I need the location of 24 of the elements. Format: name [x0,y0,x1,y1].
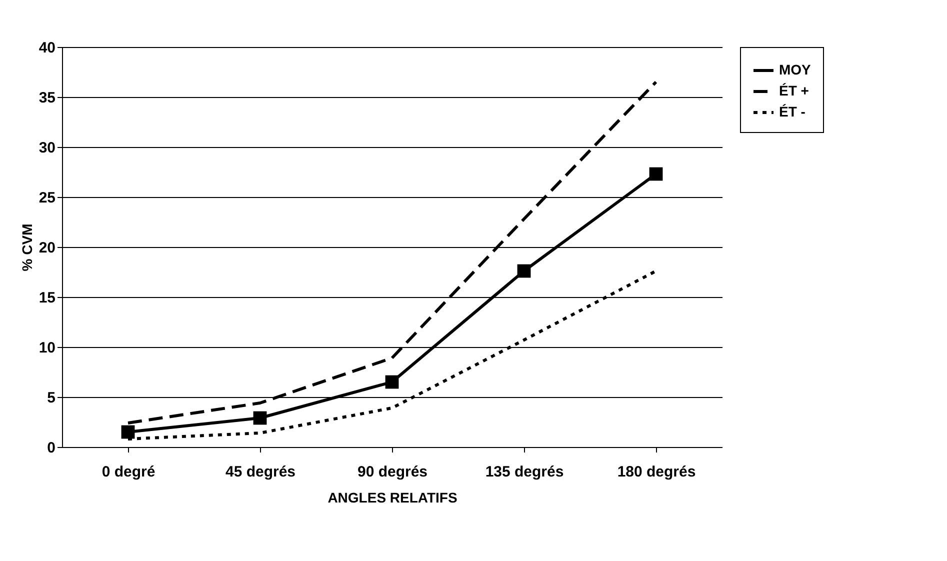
y-tick-label: 0 [47,440,56,456]
y-tick-label: 10 [38,340,56,356]
y-tick-label: 35 [38,90,56,106]
legend-label: MOY [779,62,812,78]
y-tick-label: 15 [38,290,56,306]
y-tick-label: 20 [38,240,56,256]
point [649,167,663,181]
y-tick-label: 40 [38,40,56,56]
point [121,425,135,439]
x-tick-label: 90 degrés [357,464,428,480]
point [517,264,531,278]
x-axis-title: ANGLES RELATIFS [328,490,458,506]
legend-label: ÉT - [779,104,806,120]
x-tick-label: 180 degrés [617,464,696,480]
y-axis-title: % CVM [18,224,35,272]
x-tick-label: 45 degrés [225,464,296,480]
x-tick-label: 135 degrés [485,464,564,480]
x-tick-label: 0 degré [102,464,156,480]
point [385,375,399,389]
legend-label: ÉT + [779,82,809,98]
y-tick-label: 5 [47,390,56,406]
point [253,411,267,425]
y-tick-label: 30 [38,140,56,156]
y-tick-label: 25 [38,190,56,206]
